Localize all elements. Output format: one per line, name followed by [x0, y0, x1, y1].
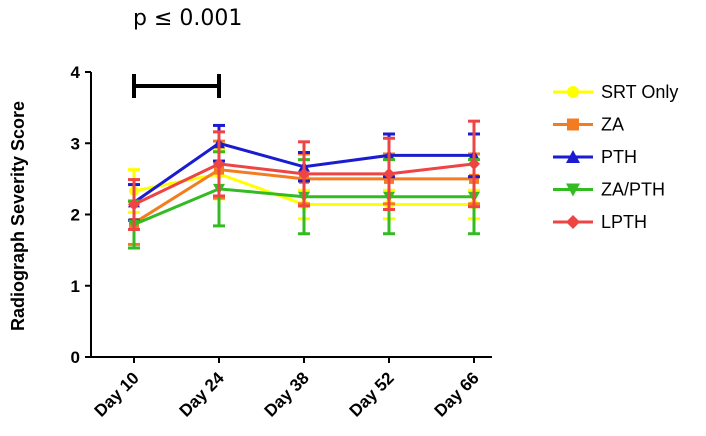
legend-item-za-pth: ZA/PTH — [553, 180, 665, 200]
plot-area: 0 1 2 3 4 Day 10 Day 24 Day 38 Day 52 Day 66 — [71, 63, 492, 421]
legend: SRT Only ZA PTH ZA/PTH LPTH — [553, 82, 678, 232]
x-tick-label: Day 24 — [176, 368, 229, 421]
legend-label: ZA/PTH — [601, 180, 665, 200]
y-tick-label: 3 — [71, 134, 80, 153]
x-tick-label: Day 52 — [346, 368, 398, 420]
legend-marker — [566, 215, 580, 229]
x-tick-label: Day 38 — [261, 368, 313, 420]
y-tick-label: 4 — [71, 63, 81, 82]
legend-marker — [567, 86, 579, 98]
legend-label: SRT Only — [601, 82, 678, 102]
y-tick-label: 0 — [71, 348, 80, 367]
p-value-annotation: p ≤ 0.001 — [133, 6, 242, 31]
legend-marker — [567, 118, 579, 131]
legend-marker — [566, 183, 580, 197]
data-point — [298, 167, 310, 180]
y-tick-label: 2 — [71, 206, 80, 225]
data-point — [383, 167, 395, 180]
legend-label: ZA — [601, 115, 624, 135]
legend-item-lpth: LPTH — [553, 212, 647, 232]
x-tick-label: Day 66 — [431, 368, 483, 420]
data-point — [128, 198, 140, 211]
y-tick-label: 1 — [71, 277, 80, 296]
data-point — [213, 157, 225, 170]
legend-marker — [566, 150, 580, 163]
legend-label: PTH — [601, 147, 637, 167]
y-axis-title: Radiograph Severity Score — [8, 101, 28, 331]
x-tick-label: Day 10 — [91, 368, 143, 420]
legend-item-za: ZA — [553, 115, 624, 135]
data-point — [468, 157, 480, 170]
legend-item-pth: PTH — [553, 147, 637, 167]
series-lpth — [128, 119, 480, 231]
legend-label: LPTH — [601, 212, 647, 232]
legend-item-srt-only: SRT Only — [553, 82, 678, 102]
